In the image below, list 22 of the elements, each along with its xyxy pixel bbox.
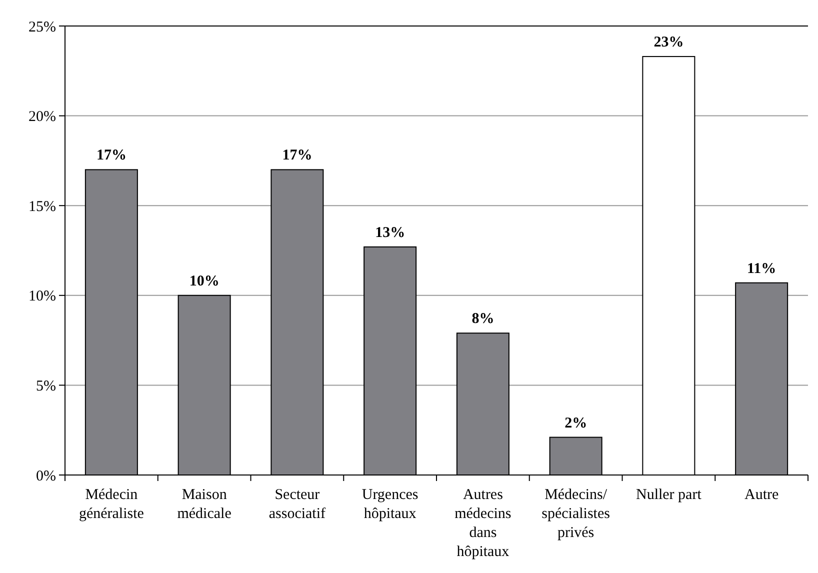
x-tick-label: Médecin généraliste <box>78 487 144 522</box>
x-tick-label: Nuller part <box>636 487 702 503</box>
data-label: 23% <box>654 34 684 51</box>
data-label: 10% <box>189 273 220 290</box>
x-tick-label: Médecins/ spécialistes privés <box>542 487 610 541</box>
y-tick-label: 0% <box>36 468 56 484</box>
y-tick-label: 25% <box>28 19 56 36</box>
data-label: 17% <box>282 148 312 164</box>
y-tick-label: 20% <box>28 109 56 126</box>
y-tick-label: 15% <box>28 198 56 215</box>
y-tick-label: 5% <box>36 378 56 394</box>
data-label: 17% <box>96 148 126 164</box>
x-tick-label: Secteur associatif <box>268 487 326 522</box>
data-label: 2% <box>564 415 588 432</box>
data-label: 8% <box>472 311 494 328</box>
x-tick-label: Autres médecins dans hôpitaux <box>454 487 512 560</box>
x-tick-label: Maison médicale <box>177 487 232 522</box>
data-label: 11% <box>746 260 776 277</box>
x-tick-label: Autre <box>744 487 779 503</box>
data-label: 13% <box>375 224 406 241</box>
y-tick-label: 10% <box>28 288 56 305</box>
x-tick-label: Urgences hôpitaux <box>362 487 418 522</box>
